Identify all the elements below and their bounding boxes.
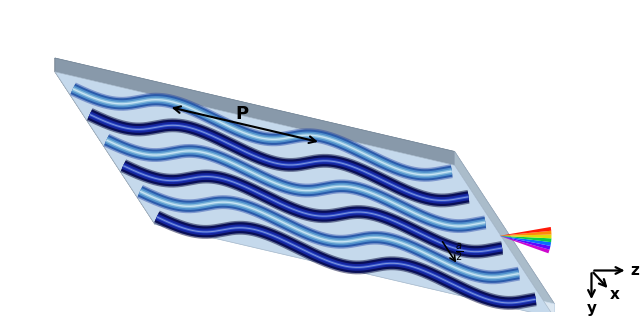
Text: x: x [609, 287, 620, 301]
Polygon shape [500, 236, 552, 242]
Polygon shape [500, 235, 552, 238]
Polygon shape [55, 72, 554, 317]
Text: z: z [630, 263, 639, 278]
Polygon shape [500, 236, 551, 246]
Text: P: P [236, 105, 248, 123]
Polygon shape [500, 227, 551, 236]
Polygon shape [155, 210, 554, 317]
Polygon shape [55, 58, 454, 165]
Text: $\frac{a}{2}$: $\frac{a}{2}$ [456, 241, 463, 263]
Polygon shape [500, 231, 552, 236]
Polygon shape [500, 236, 550, 253]
Polygon shape [55, 58, 155, 224]
Polygon shape [500, 236, 550, 250]
Polygon shape [454, 152, 554, 317]
Polygon shape [55, 58, 554, 304]
Text: y: y [586, 301, 596, 316]
